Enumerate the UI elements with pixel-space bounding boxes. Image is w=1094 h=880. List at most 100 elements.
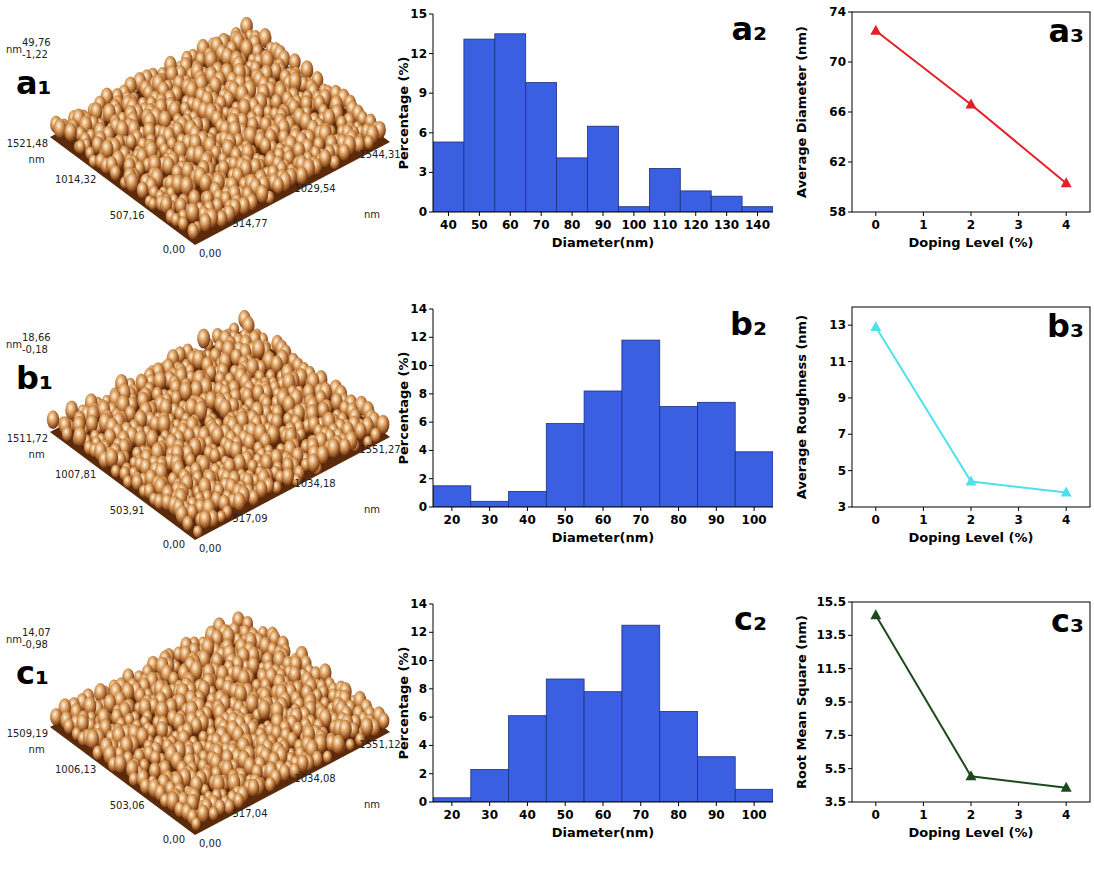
marker	[966, 99, 977, 109]
afm-grain	[182, 516, 193, 531]
y-tick-label: 5	[838, 464, 846, 478]
x-tick-label: 100	[742, 513, 767, 527]
x-tick	[527, 802, 528, 806]
bar	[433, 798, 471, 802]
x-tick	[875, 507, 876, 511]
marker	[966, 476, 977, 486]
z-label: 18,66	[22, 332, 51, 343]
y-unit: nm	[29, 449, 45, 460]
z-unit: nm	[6, 339, 22, 350]
y-tick	[848, 212, 852, 213]
x-tick-label: 40	[440, 218, 457, 232]
afm-grain	[265, 777, 275, 792]
afm-grain	[62, 426, 73, 441]
bar	[509, 491, 547, 507]
y-tick-label: 0	[419, 500, 427, 514]
x-tick-label: 90	[708, 808, 725, 822]
bar	[660, 712, 698, 803]
afm-grain	[360, 717, 373, 736]
y-axis	[433, 604, 434, 802]
x-tick-label: 2	[967, 218, 975, 232]
afm-grain	[339, 438, 351, 456]
afm-grain	[346, 739, 355, 751]
y-label: 1511,72	[7, 433, 48, 444]
y-tick-label: 70	[829, 55, 846, 69]
afm-grain	[105, 448, 118, 467]
x-tick	[603, 212, 604, 216]
x-tick	[678, 507, 679, 511]
afm-grain	[50, 708, 62, 726]
afm-surface	[50, 17, 386, 239]
y-tick-label: 8	[419, 682, 427, 696]
x-tick	[565, 507, 566, 511]
series	[870, 321, 1071, 497]
afm-grain	[364, 135, 374, 149]
afm-grain	[135, 430, 147, 448]
afm-grain	[188, 223, 199, 239]
afm-grain	[197, 329, 210, 349]
x-tick-label: 60	[502, 218, 519, 232]
y-label: 1521,48	[7, 138, 48, 149]
afm-grain	[248, 490, 259, 506]
y-tick-label: 11	[829, 355, 846, 369]
marker	[1061, 177, 1072, 187]
x-tick	[1018, 212, 1019, 216]
afm-base	[50, 624, 390, 835]
y-label: 503,91	[110, 505, 145, 516]
y-tick	[429, 393, 433, 394]
x-tick	[716, 507, 717, 511]
y-tick-label: 2	[419, 472, 427, 486]
panel-label: a₂	[731, 10, 767, 48]
y-tick-label: 8	[419, 387, 427, 401]
z-label: -1,22	[22, 49, 48, 60]
x-tick	[510, 212, 511, 216]
x-axis-title: Doping Level (%)	[909, 235, 1034, 250]
y-tick-label: 58	[829, 205, 846, 219]
x-label: 1034,18	[294, 478, 335, 489]
y-tick	[429, 688, 433, 689]
z-label: 14,07	[22, 627, 51, 638]
x-label: 517,04	[233, 808, 268, 819]
y-tick	[429, 632, 433, 633]
y-tick	[848, 112, 852, 113]
y-axis-title: Percentage (%)	[396, 351, 411, 464]
x-tick-label: 4	[1062, 513, 1070, 527]
afm-grain	[76, 140, 86, 154]
x-tick-label: 60	[595, 808, 612, 822]
x-unit: nm	[364, 209, 380, 220]
y-label: 0,00	[163, 244, 185, 255]
histogram-panel: 203040506070809010002468101214Diameter(n…	[396, 302, 773, 545]
x-axis-title: Diameter(nm)	[552, 235, 655, 250]
y-tick	[429, 93, 433, 94]
x-tick	[923, 507, 924, 511]
line-panel: 012345862667074Doping Level (%)Average D…	[794, 5, 1090, 250]
afm-grain	[338, 143, 350, 160]
y-tick-label: 2	[419, 767, 427, 781]
bar	[526, 83, 557, 212]
y-tick	[848, 434, 852, 435]
afm-grain	[323, 751, 332, 763]
y-tick	[848, 12, 852, 13]
bar	[680, 191, 711, 212]
y-tick-label: 7	[838, 427, 846, 441]
x-tick-label: 3	[1014, 218, 1022, 232]
afm-grain	[248, 779, 260, 796]
afm-surface	[50, 611, 389, 830]
y-tick-label: 4	[419, 443, 427, 457]
y-tick	[429, 309, 433, 310]
line	[876, 615, 1066, 788]
x-tick-label: 20	[444, 808, 461, 822]
bar	[495, 34, 526, 212]
line	[876, 327, 1066, 493]
afm-grain	[193, 525, 202, 537]
x-tick	[572, 212, 573, 216]
x-label: 1551,27	[359, 444, 400, 455]
y-tick-label: 9	[419, 86, 427, 100]
bars	[433, 625, 773, 802]
x-tick-label: 2	[967, 513, 975, 527]
afm-grain	[47, 410, 59, 429]
bar	[660, 407, 698, 507]
bars	[433, 340, 773, 507]
x-tick	[1066, 507, 1067, 511]
afm-grain	[282, 468, 294, 486]
